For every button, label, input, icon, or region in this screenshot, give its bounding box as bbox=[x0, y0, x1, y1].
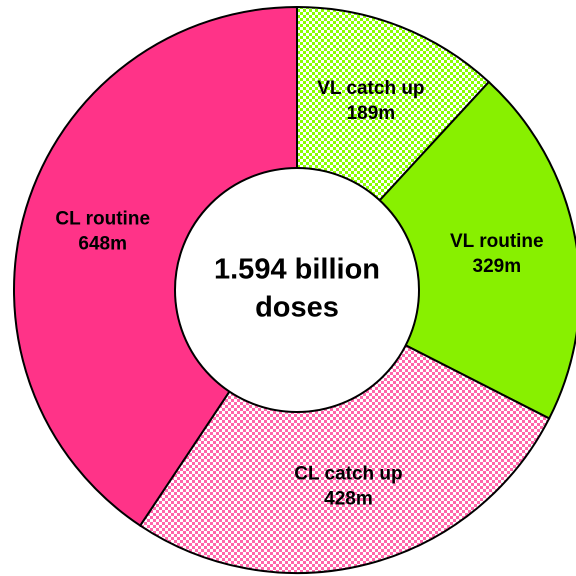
center-hole bbox=[174, 167, 420, 413]
slice-label: CL routine bbox=[55, 208, 150, 229]
value-label: 648m bbox=[78, 233, 127, 254]
center-label: 1.594 billion bbox=[214, 254, 380, 286]
slice-label: VL catch up bbox=[317, 78, 424, 99]
slice bbox=[295, 80, 576, 420]
value-label: 329m bbox=[473, 256, 522, 277]
slice-label: VL routine bbox=[450, 231, 544, 252]
value-label: 189m bbox=[347, 103, 396, 124]
value-label: 428m bbox=[324, 488, 373, 509]
slice bbox=[13, 5, 298, 527]
slice bbox=[138, 288, 551, 574]
center-label: doses bbox=[255, 292, 339, 324]
slice-label: CL catch up bbox=[294, 463, 402, 484]
